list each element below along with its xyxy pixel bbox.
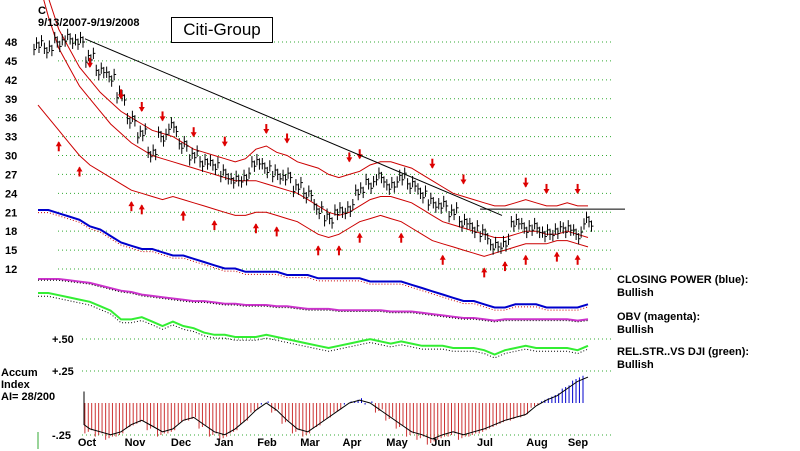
legend-rel-strength: REL.STR..VS DJI (green): Bullish xyxy=(617,346,749,372)
x-tick-labels: Oct Nov Dec Jan Feb Mar Apr May Jun Jul Aug Sep xyxy=(37,432,588,449)
buy-arrow-head xyxy=(76,166,83,172)
rel-strength-line xyxy=(38,292,589,356)
ticker-label: C xyxy=(38,5,46,17)
sell-arrow-head xyxy=(429,163,436,169)
buy-arrow-head xyxy=(356,232,363,238)
chart-title: Citi-Group xyxy=(171,17,273,43)
signal-arrows xyxy=(55,57,581,278)
y-tick-48: 48 xyxy=(5,37,17,49)
sell-arrow-head xyxy=(221,141,228,147)
y-tick-labels: 48 45 42 39 36 33 30 27 24 21 18 15 12 +.50 +.25 -.25 xyxy=(5,37,74,442)
x-tick-sep: Sep xyxy=(568,437,588,449)
y-tick-42: 42 xyxy=(5,75,17,87)
sell-arrow-head xyxy=(574,188,581,194)
sell-arrow-head xyxy=(86,62,93,68)
buy-arrow-head xyxy=(55,141,62,147)
legend-rel-strength-label: REL.STR..VS DJI (green): xyxy=(617,346,750,358)
buy-arrow-head xyxy=(481,267,488,273)
buy-arrow-head xyxy=(398,232,405,238)
x-tick-jun: Jun xyxy=(431,437,451,449)
legend-closing-power-value: Bullish xyxy=(617,287,654,299)
sell-arrow-head xyxy=(159,116,166,122)
closing-power-ma xyxy=(38,212,589,311)
trendlines xyxy=(84,38,625,216)
x-tick-aug: Aug xyxy=(526,437,547,449)
date-range: 9/13/2007-9/19/2008 xyxy=(38,17,140,29)
x-tick-oct: Oct xyxy=(78,437,97,449)
sell-arrow-head xyxy=(460,179,467,185)
x-tick-jul: Jul xyxy=(477,437,493,449)
buy-arrow-head xyxy=(138,204,145,210)
y-tick-45: 45 xyxy=(5,56,17,68)
gridlines xyxy=(58,41,612,436)
rel-strength-ma xyxy=(38,295,589,359)
legend-obv: OBV (magenta): Bullish xyxy=(617,311,700,337)
accum-signal-line xyxy=(83,376,589,440)
sell-arrow-head xyxy=(346,157,353,163)
downtrend-line xyxy=(84,38,503,216)
obv-ma xyxy=(38,279,589,323)
obv-line xyxy=(38,278,589,322)
sell-arrow-head xyxy=(284,138,291,144)
accum-index-histogram xyxy=(83,375,589,445)
buy-arrow-head xyxy=(128,201,135,207)
accum-tick-2: -.25 xyxy=(52,430,71,442)
legend-obv-value: Bullish xyxy=(617,324,654,336)
y-tick-27: 27 xyxy=(5,169,17,181)
buy-arrow-head xyxy=(315,245,322,251)
upper-band-line xyxy=(48,0,588,207)
buy-arrow-head xyxy=(522,254,529,260)
y-tick-12: 12 xyxy=(5,264,17,276)
buy-arrow-head xyxy=(273,226,280,232)
sell-arrow-head xyxy=(118,94,125,100)
sell-arrow-head xyxy=(138,106,145,112)
x-tick-apr: Apr xyxy=(343,437,363,449)
accum-label-line-2: Index xyxy=(1,379,30,391)
buy-arrow-head xyxy=(211,220,218,226)
y-tick-36: 36 xyxy=(5,113,17,125)
buy-arrow-head xyxy=(439,254,446,260)
buy-arrow-head xyxy=(501,261,508,267)
legend-rel-strength-value: Bullish xyxy=(617,359,654,371)
accum-label-line-1: Accum xyxy=(1,367,38,379)
sell-arrow-head xyxy=(190,132,197,138)
legend-closing-power-label: CLOSING POWER (blue): xyxy=(617,274,749,286)
price-bands xyxy=(37,0,589,257)
y-tick-15: 15 xyxy=(5,245,17,257)
accum-tick-1: +.25 xyxy=(52,366,74,378)
sell-arrow-head xyxy=(543,188,550,194)
buy-arrow-head xyxy=(180,210,187,216)
y-tick-24: 24 xyxy=(5,188,18,200)
y-tick-39: 39 xyxy=(5,94,17,106)
buy-arrow-head xyxy=(574,254,581,260)
buy-arrow-head xyxy=(335,245,342,251)
accum-label-line-3: AI= 28/200 xyxy=(1,391,56,403)
y-tick-30: 30 xyxy=(5,151,17,163)
y-tick-18: 18 xyxy=(5,226,17,238)
x-tick-feb: Feb xyxy=(257,437,277,449)
legend-obv-label: OBV (magenta): xyxy=(617,311,701,323)
indicator-lines xyxy=(38,209,589,359)
x-tick-mar: Mar xyxy=(300,437,320,449)
x-tick-nov: Nov xyxy=(125,437,147,449)
middle-band-line xyxy=(43,0,589,238)
x-tick-dec: Dec xyxy=(171,437,191,449)
legend-closing-power: CLOSING POWER (blue): Bullish xyxy=(617,274,748,300)
x-tick-may: May xyxy=(386,437,408,449)
y-tick-33: 33 xyxy=(5,132,17,144)
buy-arrow-head xyxy=(252,223,259,229)
accum-index-label: Accum Index AI= 28/200 xyxy=(1,367,55,403)
accum-tick-0: +.50 xyxy=(52,334,74,346)
sell-arrow-head xyxy=(263,129,270,135)
sell-arrow-head xyxy=(522,182,529,188)
y-tick-21: 21 xyxy=(5,207,17,219)
price-bars xyxy=(33,28,594,255)
closing-power-line xyxy=(38,209,589,309)
lower-band-line xyxy=(37,104,589,257)
x-tick-jan: Jan xyxy=(215,437,234,449)
buy-arrow-head xyxy=(553,251,560,257)
